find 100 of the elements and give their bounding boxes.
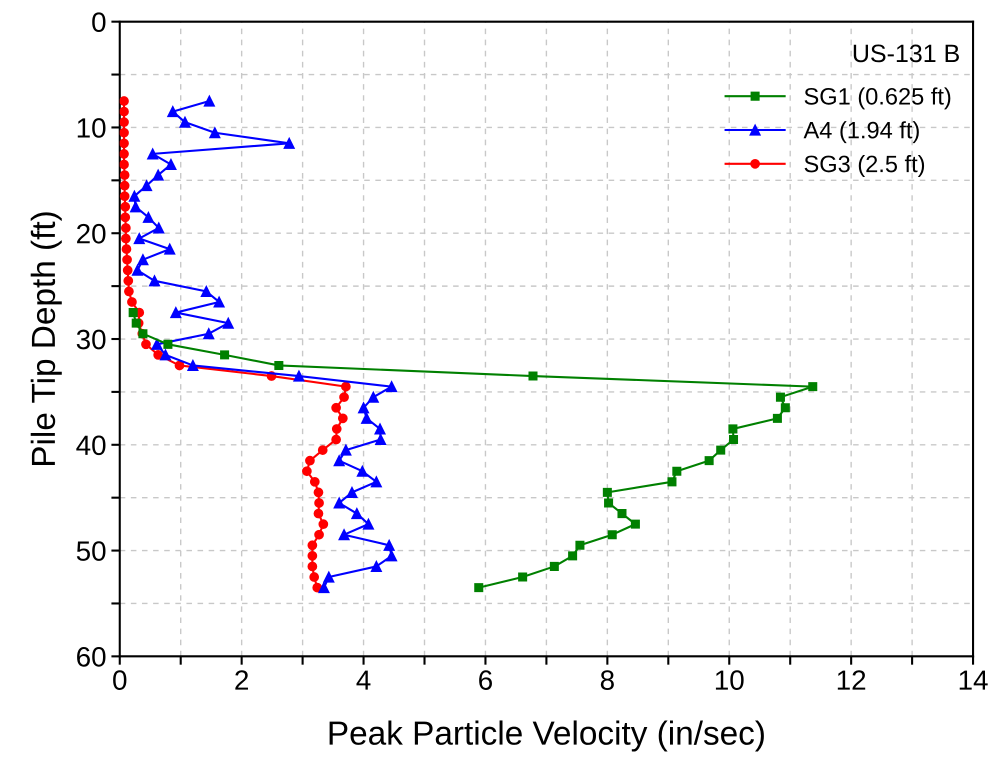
point — [318, 582, 330, 594]
point — [672, 466, 682, 476]
point — [174, 360, 184, 370]
y-axis-title: Pile Tip Depth (ft) — [30, 212, 62, 466]
point — [728, 424, 738, 434]
point — [361, 412, 372, 424]
point — [370, 476, 382, 488]
point — [302, 466, 312, 476]
point — [332, 424, 342, 434]
point — [474, 583, 484, 592]
annotation: US-131 B — [854, 44, 959, 62]
point — [120, 180, 130, 190]
point — [314, 488, 324, 498]
point — [334, 455, 345, 466]
point — [142, 212, 154, 223]
x-tick-label: 2 — [235, 670, 248, 690]
point — [274, 360, 284, 370]
legend-label: SG1 (0.625 ft) — [804, 87, 950, 110]
point — [575, 540, 584, 550]
point — [203, 328, 214, 340]
point — [122, 265, 133, 276]
point — [318, 519, 328, 529]
point — [127, 297, 137, 307]
point — [338, 529, 350, 540]
point — [356, 466, 368, 477]
x-tick-label: 14 — [960, 670, 988, 690]
y-tick-label: 20 — [77, 224, 106, 244]
point — [340, 444, 352, 456]
point — [141, 180, 152, 192]
point — [120, 170, 130, 180]
point — [120, 117, 129, 128]
point — [318, 445, 328, 455]
point — [310, 476, 320, 487]
point — [120, 223, 131, 233]
point — [153, 222, 164, 234]
point — [214, 296, 225, 308]
x-tick-label: 12 — [838, 670, 866, 690]
point — [124, 286, 134, 296]
point — [120, 138, 129, 148]
point — [314, 498, 324, 508]
point — [518, 572, 528, 582]
point — [808, 382, 818, 392]
point — [780, 403, 790, 412]
x-axis-title: Peak Particle Velocity (in/sec) — [330, 720, 764, 752]
point — [120, 128, 129, 138]
point — [341, 382, 351, 392]
point — [362, 518, 374, 530]
point — [120, 160, 129, 170]
point — [550, 562, 559, 571]
point — [163, 340, 172, 349]
point — [772, 414, 782, 423]
point — [153, 350, 164, 360]
point — [368, 392, 379, 403]
point — [122, 244, 132, 254]
point — [204, 95, 215, 107]
point — [170, 307, 182, 318]
point — [209, 127, 220, 138]
point — [608, 530, 617, 540]
point — [120, 234, 131, 244]
point — [384, 540, 395, 551]
point — [704, 456, 714, 466]
point — [568, 551, 578, 560]
point — [331, 434, 341, 444]
point — [122, 254, 132, 265]
point — [132, 264, 143, 276]
point — [305, 456, 315, 466]
point — [617, 509, 626, 518]
point — [667, 477, 676, 486]
y-tick-label: 60 — [77, 647, 106, 667]
point — [346, 486, 358, 498]
point — [200, 286, 212, 297]
point — [137, 254, 148, 266]
x-tick-label: 0 — [113, 670, 126, 690]
point — [120, 202, 130, 212]
point — [729, 434, 738, 444]
y-tick-label: 30 — [76, 330, 106, 350]
point — [308, 562, 318, 572]
x-tick-label: 6 — [479, 670, 492, 690]
x-tick-label: 4 — [356, 670, 370, 690]
point — [141, 339, 151, 350]
point — [222, 318, 234, 329]
point — [630, 520, 640, 529]
point — [604, 498, 614, 508]
point — [293, 370, 305, 382]
legend-label: A4 (1.94 ft) — [804, 121, 919, 144]
point — [148, 275, 160, 286]
point — [334, 497, 345, 509]
point — [120, 96, 129, 106]
point — [716, 446, 726, 455]
point — [160, 349, 172, 360]
y-tick-label: 10 — [78, 118, 106, 138]
point — [151, 338, 162, 350]
x-tick-label: 8 — [600, 670, 614, 690]
point — [314, 530, 324, 540]
legend-label: SG3 (2.5 ft) — [804, 154, 924, 177]
point — [308, 540, 318, 550]
point — [331, 402, 341, 413]
point — [284, 138, 295, 149]
y-tick-label: 40 — [76, 435, 106, 456]
point — [120, 149, 129, 159]
